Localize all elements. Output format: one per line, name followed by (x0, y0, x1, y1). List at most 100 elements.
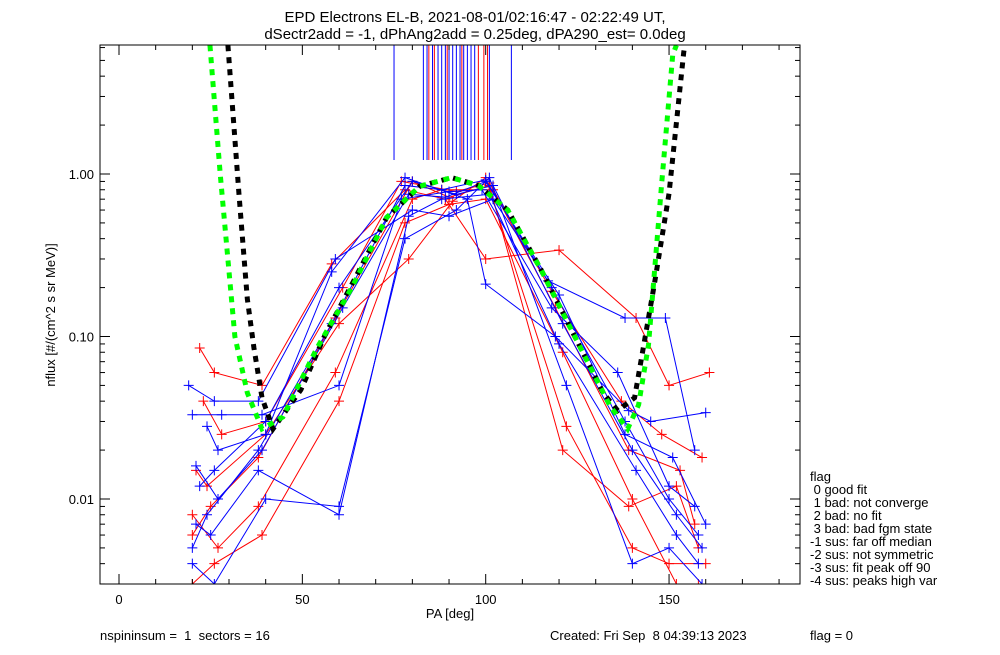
red-data-point (194, 342, 205, 353)
x-tick-label: 100 (475, 592, 497, 607)
red-trace (187, 184, 700, 553)
blue-data-point (213, 494, 224, 504)
red-data-point (656, 429, 667, 440)
chart-title-line1: EPD Electrons EL-B, 2021-08-01/02:16:47 … (284, 9, 665, 26)
blue-data-point (627, 445, 638, 456)
y-tick-label: 0.01 (69, 492, 94, 507)
blue-data-point (194, 481, 205, 492)
blue-data-point (260, 416, 271, 427)
blue-trace (191, 176, 711, 530)
blue-data-point (693, 530, 704, 541)
x-tick-label: 0 (115, 592, 122, 607)
red-trace-line (199, 189, 710, 387)
blue-data-point (671, 530, 682, 541)
red-data-point (403, 253, 414, 264)
blue-data-point (400, 172, 411, 183)
legend-item: 3 bad: bad fgm state (810, 521, 932, 536)
green-fit-curve (207, 45, 679, 434)
blue-data-point (700, 407, 711, 418)
blue-trace (187, 172, 708, 584)
red-data-point (697, 452, 708, 463)
blue-data-point (187, 542, 198, 553)
blue-data-point (213, 445, 224, 456)
red-data-point (627, 494, 638, 504)
red-data-point (400, 217, 411, 228)
red-data-point (675, 465, 686, 476)
red-data-point (623, 501, 634, 512)
blue-data-point (257, 445, 268, 456)
blue-data-point (216, 409, 227, 420)
x-axis-label: PA [deg] (426, 606, 474, 621)
blue-data-point (187, 558, 198, 569)
blue-data-point (664, 481, 675, 492)
footer-created: Created: Fri Sep 8 04:39:13 2023 (550, 628, 747, 643)
blue-data-point (631, 465, 642, 476)
red-data-point (216, 429, 227, 440)
blue-data-point (620, 429, 631, 440)
blue-data-point (697, 542, 708, 553)
blue-data-point (689, 501, 700, 512)
blue-data-point (260, 494, 271, 504)
blue-data-point (623, 405, 634, 416)
blue-data-point (202, 421, 213, 432)
blue-data-point (664, 542, 675, 553)
legend-item: -4 sus: peaks high var (810, 573, 938, 588)
blue-data-point (407, 205, 418, 216)
blue-data-point (187, 409, 198, 420)
red-data-point (689, 519, 700, 530)
legend-item: -3 sus: fit peak off 90 (810, 560, 930, 575)
blue-trace-line (192, 189, 696, 507)
blue-data-point (480, 176, 491, 187)
blue-data-point (689, 445, 700, 456)
blue-data-point (667, 452, 678, 463)
blue-data-point (451, 205, 462, 216)
red-data-point (554, 245, 565, 256)
blue-data-point (334, 501, 345, 512)
blue-data-point (334, 380, 345, 391)
red-trace (198, 176, 708, 463)
blue-data-point (253, 396, 264, 407)
legend-item: -1 sus: far off median (810, 534, 932, 549)
footer-flag: flag = 0 (810, 628, 853, 643)
blue-trace-line (195, 193, 699, 564)
red-data-point (257, 530, 268, 541)
blue-data-point (550, 331, 561, 342)
red-data-point (330, 367, 341, 378)
blue-data-point (645, 416, 656, 427)
red-trace (194, 184, 715, 391)
red-trace-line (192, 198, 699, 584)
red-data-point (198, 396, 209, 407)
red-trace-line (191, 180, 699, 549)
blue-data-point (205, 530, 216, 541)
red-data-point (557, 347, 568, 358)
blue-data-point (191, 519, 202, 530)
blue-trace (187, 184, 700, 512)
blue-data-point (183, 380, 194, 391)
axes: 0 50 100 150 1.00 0.10 0.01 (69, 45, 800, 607)
legend-item: -2 sus: not symmetric (810, 547, 934, 562)
blue-data-point (253, 465, 264, 476)
plot-area (183, 45, 715, 584)
blue-trace (194, 176, 708, 553)
red-data-point (627, 542, 638, 553)
blue-data-point (191, 460, 202, 471)
blue-data-point (693, 558, 704, 569)
red-data-point (444, 199, 455, 210)
blue-data-point (700, 519, 711, 530)
blue-data-point (330, 253, 341, 264)
blue-data-point (480, 279, 491, 290)
chart-title-line2: dSectr2add = -1, dPhAng2add = 0.25deg, d… (264, 26, 685, 43)
black-fit-curve (225, 45, 688, 435)
blue-data-point (612, 367, 623, 378)
blue-data-point (209, 465, 220, 476)
blue-data-point (620, 312, 631, 323)
blue-trace (191, 189, 704, 569)
blue-trace-line (199, 180, 703, 549)
blue-data-point (260, 429, 271, 440)
blue-data-point (334, 282, 345, 293)
blue-data-point (209, 396, 220, 407)
red-data-point (561, 421, 572, 432)
red-data-point (209, 558, 220, 569)
blue-trace (183, 194, 700, 456)
